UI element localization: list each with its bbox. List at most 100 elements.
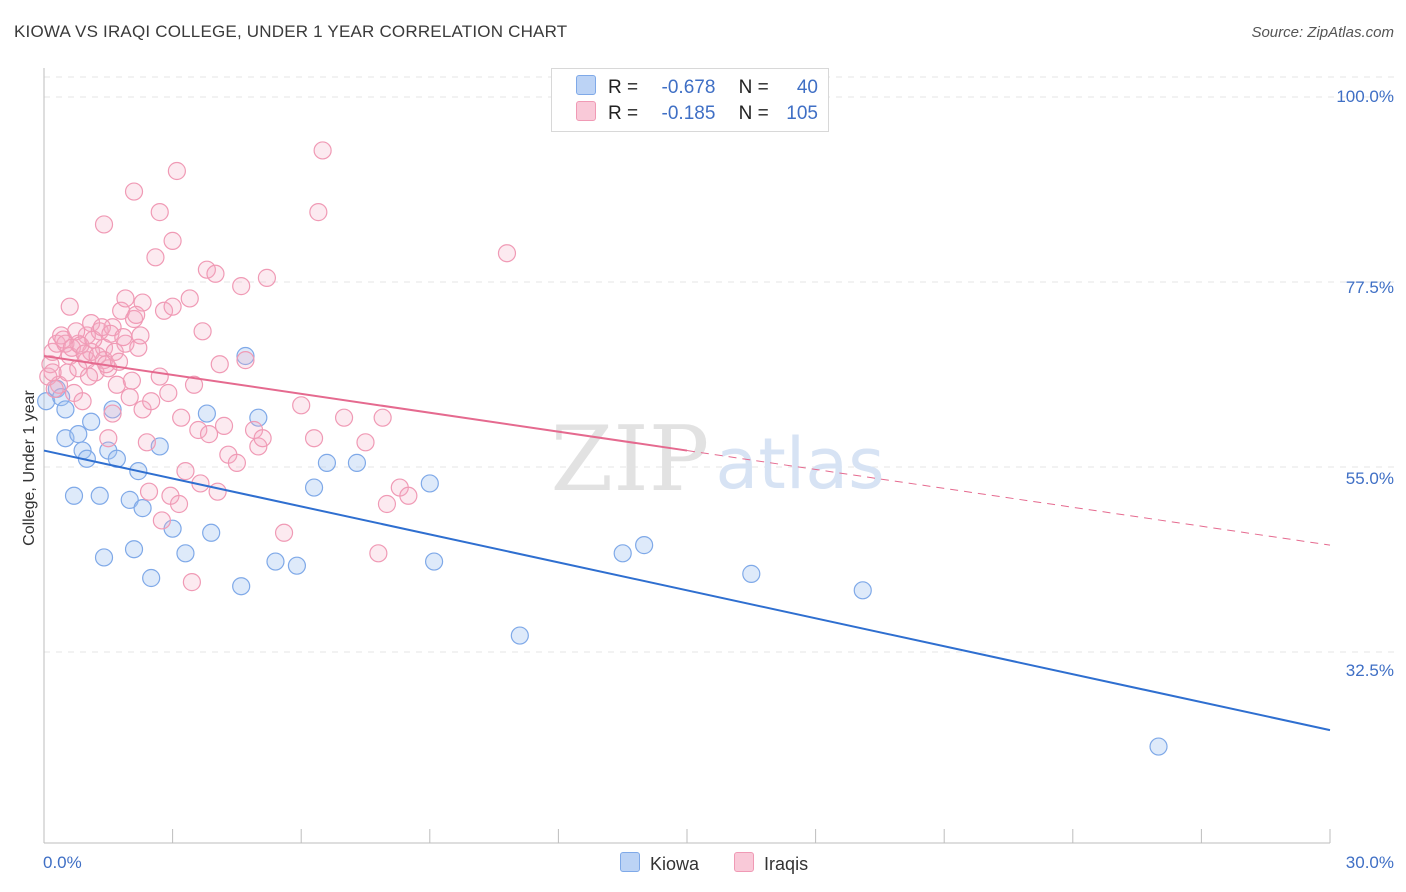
iraqis-point [309, 203, 328, 222]
kiowa-point [510, 626, 529, 645]
iraqis-point [79, 367, 99, 386]
kiowa-point [613, 544, 632, 563]
iraqis-point [142, 392, 161, 411]
iraqis-point [214, 416, 234, 435]
chart-source: Source: ZipAtlas.com [1251, 24, 1394, 41]
kiowa-trend-line [43, 449, 1331, 732]
legend-kiowa-swatch [620, 852, 640, 872]
iraqis-point [60, 297, 79, 316]
iraqis-point [67, 322, 86, 341]
kiowa-point [120, 490, 139, 509]
kiowa-point [142, 568, 161, 588]
x-tick-label-max: 30.0% [1345, 853, 1394, 872]
stats-row-iraqis: R = -0.185 N = 105 [576, 101, 818, 127]
kiowa-swatch [576, 75, 596, 95]
iraqis-point [120, 388, 139, 407]
iraqis-point [313, 141, 332, 160]
iraqis-point [45, 379, 64, 398]
iraqis-point [304, 429, 324, 448]
iraqis-point [116, 289, 135, 308]
kiowa-point [37, 392, 56, 411]
y-tick-label-32-5: 32.5% [1345, 661, 1394, 680]
iraqis-point [199, 425, 219, 444]
iraqis-point [227, 453, 246, 472]
kiowa-point [197, 404, 216, 423]
y-tick-label-55: 55.0% [1345, 469, 1394, 488]
kiowa-point [64, 486, 84, 505]
iraqis-point [43, 363, 62, 382]
kiowa-point [176, 544, 195, 563]
kiowa-point [90, 486, 109, 505]
watermark-atlas: atlas [715, 423, 884, 505]
iraqis-point [169, 494, 189, 514]
kiowa-point [133, 499, 152, 518]
legend-kiowa-label: Kiowa [650, 854, 700, 874]
iraqis-point [373, 408, 392, 427]
watermark-zip: ZIP [551, 407, 710, 512]
iraqis-point [356, 433, 375, 452]
iraqis-point [232, 277, 251, 296]
iraqis-point [163, 231, 182, 250]
iraqis-point [94, 215, 114, 234]
iraqis-point [208, 482, 227, 501]
iraqis-point [292, 396, 311, 415]
iraqis-swatch [576, 101, 596, 121]
kiowa-point [124, 540, 144, 559]
iraqis-point [150, 203, 169, 222]
iraqis-point [131, 326, 150, 345]
kiowa-r-label: R = [608, 77, 639, 98]
kiowa-point [304, 478, 324, 497]
iraqis-point [197, 260, 216, 279]
kiowa-point [317, 453, 337, 472]
kiowa-point [232, 577, 251, 596]
iraqis-point [124, 182, 144, 201]
kiowa-point [853, 581, 872, 600]
iraqis-point [497, 244, 517, 263]
kiowa-point [236, 346, 255, 366]
iraqis-point [103, 404, 122, 423]
legend-item-kiowa[interactable]: Kiowa [620, 852, 699, 875]
kiowa-point [82, 412, 101, 431]
iraqis-point [210, 355, 229, 374]
iraqis-point [137, 433, 156, 452]
iraqis-point [122, 371, 141, 390]
legend-iraqis-swatch [734, 852, 755, 872]
iraqis-point [369, 544, 388, 563]
kiowa-point [202, 523, 221, 542]
iraqis-point [154, 301, 174, 320]
iraqis-point [114, 327, 133, 347]
kiowa-point [635, 536, 654, 555]
kiowa-point [420, 474, 439, 493]
iraqis-trend-line-extension [686, 450, 1331, 546]
iraqis-point [377, 494, 397, 514]
iraqis-n-value: 105 [786, 103, 818, 124]
iraqis-point [107, 375, 126, 394]
chart-title: KIOWA VS IRAQI COLLEGE, UNDER 1 YEAR COR… [14, 22, 568, 41]
iraqis-point [172, 408, 191, 427]
kiowa-r-value: -0.678 [661, 77, 716, 98]
iraqis-point [182, 573, 201, 592]
iraqis-point [253, 429, 272, 448]
kiowa-point [69, 425, 88, 444]
legend-iraqis-label: Iraqis [764, 854, 809, 874]
iraqis-point [167, 161, 186, 181]
iraqis-point [99, 429, 118, 448]
iraqis-point [163, 297, 182, 316]
stats-row-kiowa: R = -0.678 N = 40 [576, 75, 818, 101]
iraqis-point [150, 367, 169, 386]
iraqis-point [274, 523, 294, 542]
iraqis-point [193, 322, 212, 341]
kiowa-point [103, 400, 122, 419]
iraqis-point [73, 392, 92, 411]
kiowa-point [347, 453, 367, 472]
iraqis-n-label: N = [738, 103, 769, 124]
kiowa-point [94, 548, 114, 567]
legend-item-iraqis[interactable]: Iraqis [734, 852, 808, 875]
kiowa-n-label: N = [738, 77, 769, 98]
iraqis-point [127, 305, 146, 324]
x-tick-label-min: 0.0% [43, 853, 82, 872]
iraqis-point [399, 486, 418, 505]
iraqis-point [159, 383, 178, 403]
iraqis-point [257, 268, 277, 287]
